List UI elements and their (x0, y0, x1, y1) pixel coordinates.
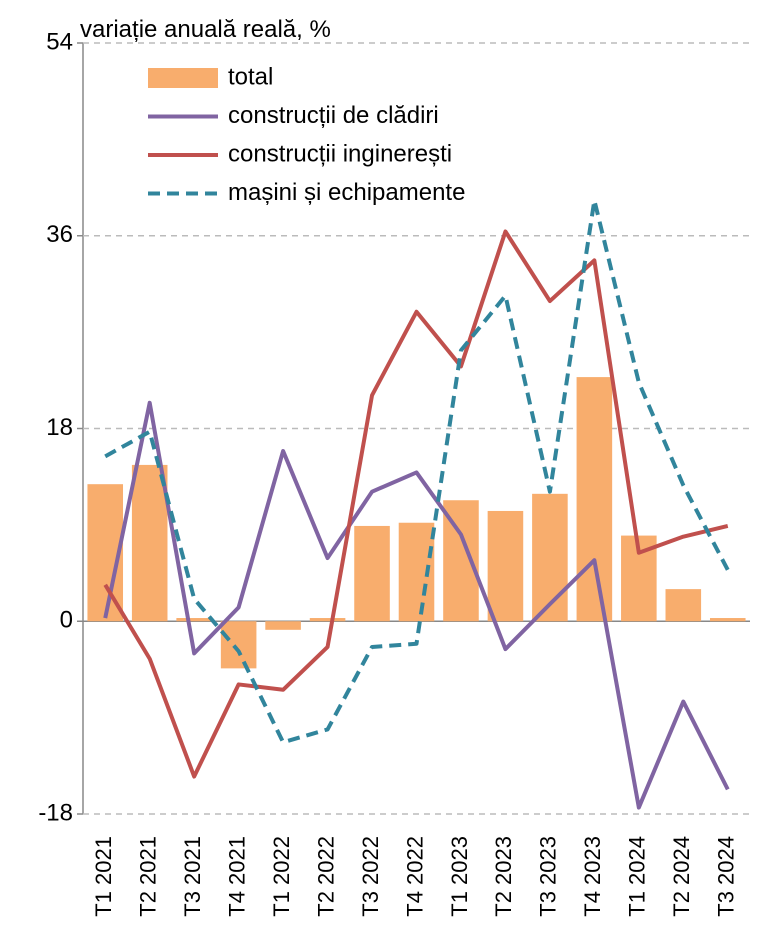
bar (709, 618, 746, 622)
bar (354, 525, 390, 622)
x-tick-label: T1 2024 (625, 836, 650, 917)
x-tick-label: T1 2021 (91, 836, 116, 917)
x-tick-label: T2 2024 (669, 836, 694, 917)
x-tick-label: T1 2022 (269, 836, 294, 917)
bar (532, 493, 568, 622)
bar (176, 618, 212, 622)
y-tick-label: 36 (46, 221, 73, 248)
x-tick-label: T2 2022 (313, 836, 338, 917)
bar (131, 464, 168, 622)
x-tick-label: T4 2023 (580, 836, 605, 917)
y-tick-label: 0 (60, 607, 73, 634)
x-tick-label: T3 2021 (180, 836, 205, 917)
bar (220, 621, 257, 669)
x-tick-label: T2 2021 (136, 836, 161, 917)
x-tick-label: T2 2023 (491, 836, 516, 917)
x-tick-label: T3 2022 (358, 836, 383, 917)
bar (665, 589, 702, 622)
y-tick-label: 54 (46, 28, 73, 55)
x-tick-label: T3 2024 (714, 836, 739, 917)
bar (265, 621, 301, 630)
y-tick-label: 18 (46, 414, 73, 441)
y-tick-label: -18 (38, 799, 73, 826)
chart-title: variație anuală reală, % (80, 16, 331, 43)
legend-label: total (228, 63, 273, 90)
x-tick-label: T3 2023 (536, 836, 561, 917)
line (104, 198, 730, 745)
bar (309, 618, 346, 622)
line (103, 229, 729, 779)
legend-label: construcții inginerești (228, 140, 452, 167)
legend-label: mașini și echipamente (228, 179, 465, 206)
bar (576, 377, 613, 622)
x-tick-label: T4 2021 (224, 836, 249, 917)
legend-label: construcții de clădiri (228, 102, 439, 129)
bar (487, 510, 524, 622)
x-tick-label: T4 2022 (402, 836, 427, 917)
line (103, 400, 730, 810)
x-tick-label: T1 2023 (447, 836, 472, 917)
legend-swatch (148, 68, 218, 88)
